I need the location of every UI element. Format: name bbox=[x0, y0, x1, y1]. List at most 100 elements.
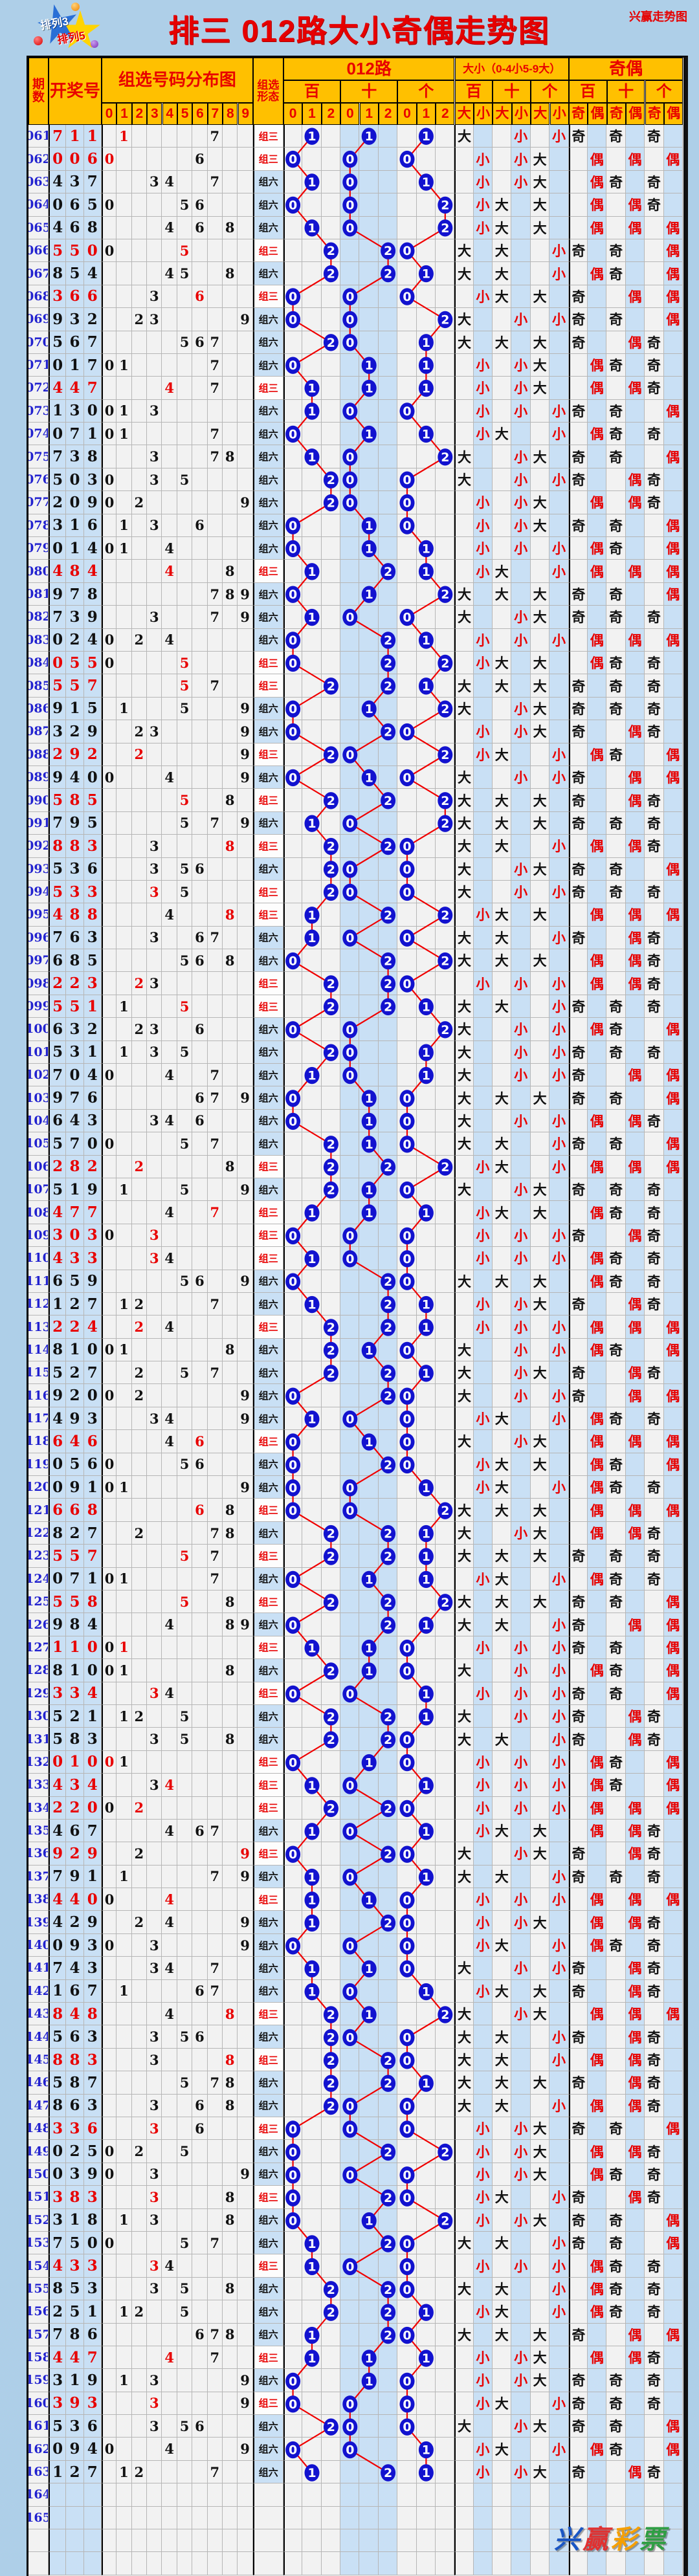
distribution-cell bbox=[177, 1613, 193, 1636]
distribution-cell bbox=[162, 1704, 177, 1728]
jiou-cell bbox=[663, 170, 683, 194]
route-cell bbox=[416, 1865, 436, 1889]
route-cell bbox=[283, 1591, 303, 1614]
route-cell bbox=[416, 445, 436, 468]
distribution-cell bbox=[192, 468, 208, 492]
distribution-cell bbox=[177, 1659, 193, 1682]
jiou-cell: 奇 bbox=[606, 2254, 626, 2278]
distribution-cell: 3 bbox=[147, 1933, 162, 1957]
distribution-cell bbox=[223, 468, 238, 492]
distribution-cell bbox=[162, 2483, 177, 2507]
jiou-cell: 偶 bbox=[663, 1591, 683, 1614]
daxiao-cell bbox=[454, 193, 474, 217]
distribution-cell: 8 bbox=[223, 445, 238, 468]
draw-digit-cell: 0 bbox=[83, 1888, 102, 1911]
distribution-cell bbox=[131, 2117, 148, 2141]
daxiao-cell: 大 bbox=[530, 170, 550, 194]
route-cell bbox=[359, 1545, 379, 1568]
distribution-cell bbox=[101, 720, 117, 743]
distribution-cell bbox=[223, 331, 238, 354]
distribution-cell bbox=[192, 1201, 208, 1224]
route-cell bbox=[283, 148, 303, 171]
daxiao-cell bbox=[530, 1224, 550, 1248]
daxiao-cell bbox=[473, 606, 493, 629]
distribution-cell bbox=[238, 1591, 253, 1614]
route-cell bbox=[378, 1933, 398, 1957]
daxiao-cell bbox=[530, 1109, 550, 1133]
distribution-cell bbox=[147, 148, 162, 171]
daxiao-cell bbox=[493, 2369, 512, 2392]
distribution-cell bbox=[192, 2277, 208, 2301]
distribution-cell bbox=[116, 926, 132, 950]
route-cell bbox=[359, 1178, 379, 1202]
distribution-cell bbox=[192, 995, 208, 1018]
distribution-cell bbox=[162, 514, 177, 538]
route-cell bbox=[397, 2483, 417, 2507]
jiou-cell: 奇 bbox=[568, 720, 588, 743]
jiou-cell bbox=[588, 2231, 607, 2255]
route-cell bbox=[340, 1774, 360, 1797]
route-cell bbox=[302, 1040, 322, 1064]
route-cell bbox=[321, 582, 340, 606]
distribution-cell bbox=[223, 1796, 238, 1820]
daxiao-cell bbox=[493, 170, 512, 194]
route-cell bbox=[397, 2254, 417, 2278]
route-cell bbox=[359, 2529, 379, 2553]
jiou-cell: 奇 bbox=[645, 789, 664, 812]
route-cell bbox=[359, 560, 379, 583]
jiou-cell bbox=[588, 2208, 607, 2232]
distribution-cell bbox=[238, 1316, 253, 1339]
route-cell bbox=[378, 582, 398, 606]
form-cell: 组六 bbox=[252, 811, 283, 835]
distribution-cell: 7 bbox=[207, 445, 223, 468]
distribution-cell: 3 bbox=[147, 1728, 162, 1751]
draw-digit-cell: 1 bbox=[83, 1704, 102, 1728]
draw-digit-cell: 8 bbox=[83, 2003, 102, 2026]
distribution-cell bbox=[116, 628, 132, 652]
distribution-cell: 1 bbox=[116, 1704, 132, 1728]
jiou-cell bbox=[645, 2323, 664, 2346]
header-number: 开奖号 bbox=[49, 58, 102, 125]
draw-digit-cell: 5 bbox=[49, 2415, 67, 2438]
jiou-cell: 偶 bbox=[625, 1979, 645, 2003]
draw-digit-cell: 3 bbox=[66, 880, 84, 904]
daxiao-cell bbox=[530, 399, 550, 423]
daxiao-cell: 大 bbox=[454, 1521, 474, 1545]
jiou-cell bbox=[588, 399, 607, 423]
header-daxiao-col: 小 bbox=[549, 103, 569, 125]
distribution-cell bbox=[207, 972, 223, 995]
draw-digit-cell: 8 bbox=[49, 1338, 67, 1362]
route-cell bbox=[359, 423, 379, 446]
route-cell bbox=[378, 1567, 398, 1591]
route-cell bbox=[283, 1430, 303, 1453]
distribution-cell: 7 bbox=[207, 170, 223, 194]
route-cell bbox=[359, 1659, 379, 1682]
route-cell bbox=[397, 720, 417, 743]
jiou-cell: 偶 bbox=[625, 2140, 645, 2163]
distribution-cell bbox=[177, 2392, 193, 2416]
route-cell bbox=[378, 2254, 398, 2278]
route-cell bbox=[416, 1659, 436, 1682]
jiou-cell bbox=[606, 720, 626, 743]
distribution-cell bbox=[238, 193, 253, 217]
route-cell bbox=[321, 377, 340, 400]
jiou-cell: 奇 bbox=[568, 2460, 588, 2484]
daxiao-cell bbox=[530, 1750, 550, 1774]
daxiao-cell: 小 bbox=[511, 1316, 531, 1339]
route-cell bbox=[359, 2231, 379, 2255]
jiou-cell: 奇 bbox=[606, 1407, 626, 1431]
route-cell bbox=[283, 1064, 303, 1087]
route-cell bbox=[302, 2300, 322, 2324]
draw-digit-cell: 2 bbox=[66, 1384, 84, 1407]
distribution-cell bbox=[147, 1979, 162, 2003]
distribution-cell bbox=[238, 2186, 253, 2209]
daxiao-cell bbox=[473, 1704, 493, 1728]
distribution-cell: 1 bbox=[116, 2300, 132, 2324]
route-cell bbox=[397, 811, 417, 835]
distribution-cell bbox=[192, 2392, 208, 2416]
route-cell bbox=[378, 170, 398, 194]
jiou-cell bbox=[588, 720, 607, 743]
jiou-cell bbox=[606, 1728, 626, 1751]
daxiao-cell: 小 bbox=[549, 1064, 569, 1087]
draw-digit-cell: 7 bbox=[49, 445, 67, 468]
